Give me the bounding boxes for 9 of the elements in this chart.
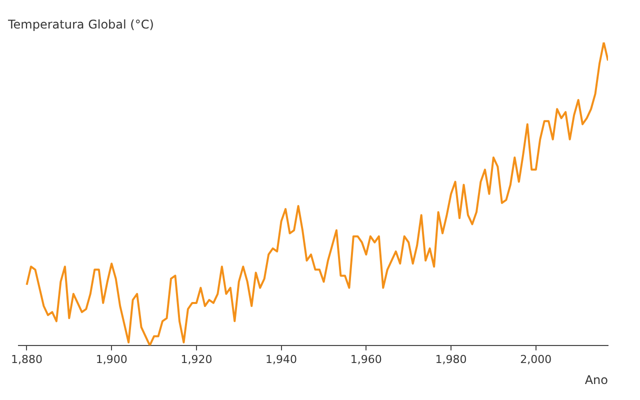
x-tick-label: 2,000 — [520, 352, 552, 366]
x-tick-label: 1,940 — [266, 352, 298, 366]
x-tick-label: 1,960 — [350, 352, 382, 366]
x-tick-label: 1,980 — [435, 352, 467, 366]
y-axis-title: Temperatura Global (°C) — [7, 17, 154, 32]
x-tick-label: 1,920 — [180, 352, 212, 366]
x-tick-label: 1,900 — [96, 352, 128, 366]
x-tick-label: 1,880 — [10, 352, 42, 366]
x-axis-title: Ano — [584, 372, 608, 387]
